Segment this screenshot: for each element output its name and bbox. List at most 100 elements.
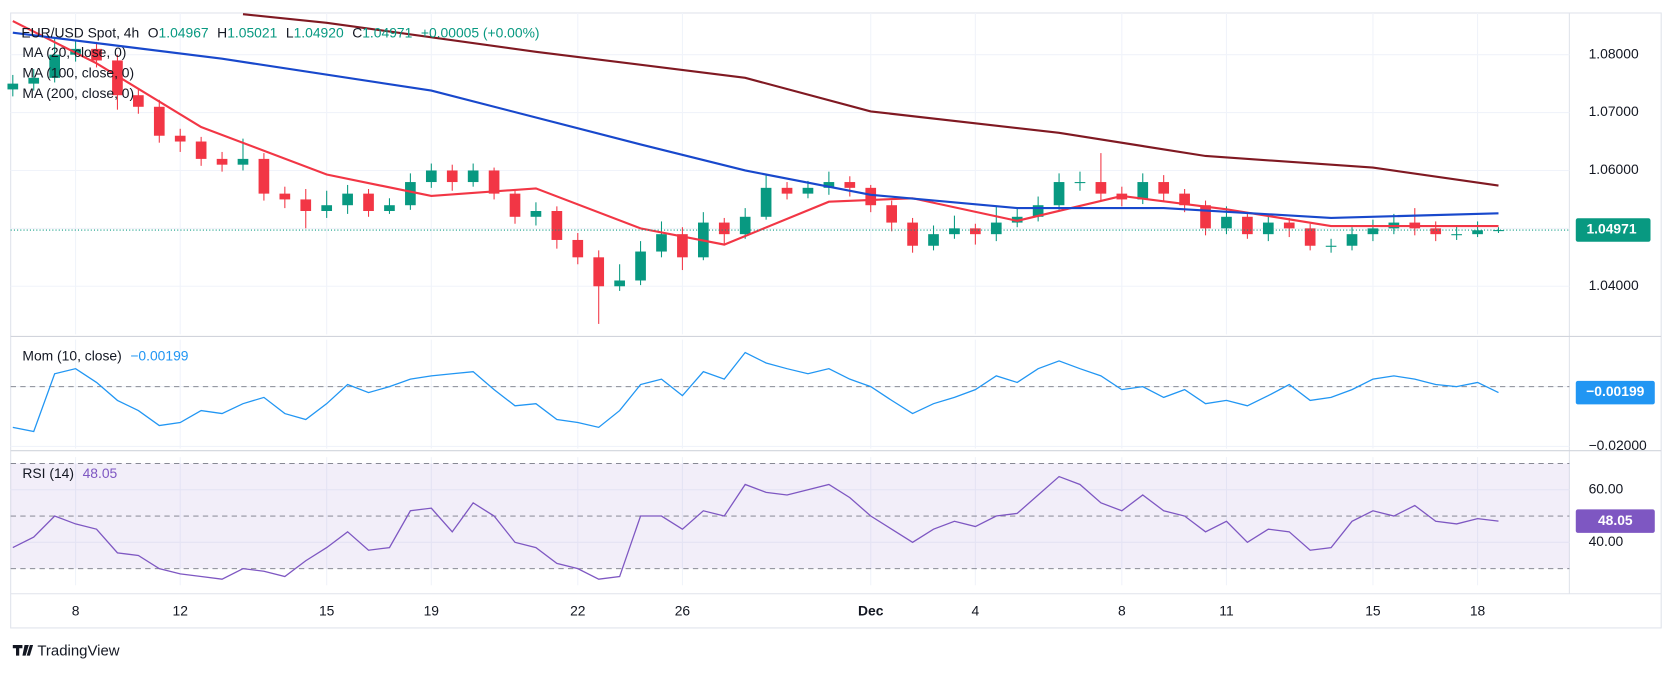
candle-body: [28, 77, 40, 84]
x-tick-label: 15: [1365, 603, 1381, 619]
candle-body: [635, 251, 646, 281]
candle-body: [802, 187, 814, 194]
candle-body: [677, 234, 688, 258]
indicator-title: RSI (14): [22, 465, 74, 481]
candle-body: [342, 193, 353, 206]
candle-body: [91, 48, 102, 61]
value-tag: [1575, 509, 1655, 533]
header-change: +0.00005 (+0.00%): [421, 24, 540, 40]
candle-body: [258, 158, 270, 194]
candle-body: [781, 187, 793, 194]
candle-body: [1179, 193, 1190, 206]
y-tick-label: 40.00: [1589, 533, 1624, 549]
ohlc-header: EUR/USD Spot, 4h O1.04967 H1.05021 L1.04920…: [21, 24, 539, 40]
header-high-prefix: H: [217, 24, 227, 40]
candle-body: [384, 205, 395, 212]
candle-body: [1074, 182, 1086, 184]
candle-body: [1221, 216, 1232, 229]
indicator-legend: RSI (14) 48.05: [22, 465, 117, 481]
candle-body: [405, 182, 416, 206]
candle-body: [865, 187, 877, 206]
candle-body: [1095, 182, 1107, 194]
candle-body: [1325, 245, 1337, 247]
candle-body: [1304, 228, 1316, 246]
candle-body: [990, 222, 1002, 235]
legend-entry: MA (100, close, 0): [22, 64, 134, 80]
candle-body: [363, 193, 374, 212]
candle-body: [656, 234, 667, 252]
candle-body: [237, 158, 249, 165]
x-tick-label: 4: [972, 603, 980, 619]
candle-body: [1137, 182, 1149, 200]
x-tick-label: Dec: [858, 603, 884, 619]
candle-body: [1158, 182, 1170, 194]
candle-body: [1493, 230, 1504, 232]
frame: [10, 12, 1662, 629]
legend-entry: MA (200, close, 0): [22, 85, 134, 101]
header-high: 1.05021: [227, 24, 277, 40]
candle-body: [300, 199, 312, 212]
y-tick-label: −0.02000: [1589, 437, 1647, 453]
y-tick-label: 1.04000: [1589, 277, 1639, 293]
candle-body: [1011, 216, 1023, 223]
candle-body: [907, 222, 918, 246]
x-tick-label: 22: [570, 603, 586, 619]
candle-body: [551, 211, 563, 240]
header-title: EUR/USD Spot, 4h: [21, 24, 139, 40]
candle-body: [572, 239, 584, 258]
price-tag: [1575, 218, 1651, 242]
candle-body: [886, 205, 897, 223]
legend-entry: MA (20, close, 0): [22, 44, 126, 60]
candle-body: [195, 141, 207, 159]
candle-body: [1472, 230, 1483, 235]
x-tick-label: 8: [1118, 603, 1126, 619]
candle-body: [739, 216, 751, 235]
x-tick-label: 26: [675, 603, 691, 619]
candle-body: [446, 170, 458, 183]
x-tick-label: 18: [1470, 603, 1486, 619]
candle-body: [844, 182, 856, 188]
indicator-line: [12, 475, 1499, 580]
candle-body: [174, 135, 186, 142]
candle-body: [216, 158, 228, 165]
value-tag-label: 48.05: [1598, 512, 1633, 528]
header-open: 1.04967: [159, 24, 209, 40]
candle-body: [1451, 234, 1462, 236]
candle-body: [49, 54, 60, 78]
candle-body: [1200, 205, 1211, 229]
candle-body: [1346, 234, 1358, 246]
candle-body: [1262, 222, 1274, 235]
candle-body: [970, 228, 981, 235]
candle-body: [1283, 222, 1295, 229]
candle-body: [949, 228, 960, 235]
indicator-value: 48.05: [83, 465, 118, 481]
x-tick-label: 12: [173, 603, 189, 619]
indicator-value: −0.00199: [130, 347, 188, 363]
header-low: 1.04920: [294, 24, 344, 40]
candle-body: [593, 257, 605, 287]
candle-body: [153, 106, 165, 136]
indicator-title: Mom (10, close): [22, 347, 121, 363]
candle-body: [760, 187, 772, 217]
candle-body: [1367, 228, 1379, 235]
x-tick-label: 8: [72, 603, 80, 619]
header-open-prefix: O: [148, 24, 159, 40]
candle-body: [7, 83, 19, 90]
candle-body: [718, 222, 730, 235]
candle-body: [509, 193, 521, 217]
candle-body: [112, 60, 123, 96]
indicator-line: [12, 351, 1499, 433]
header-low-prefix: L: [286, 24, 294, 40]
candle-body: [1032, 205, 1044, 217]
candle-body: [321, 205, 333, 212]
x-tick-label: 11: [1219, 603, 1234, 619]
header-close-prefix: C: [352, 24, 362, 40]
candle-body: [488, 170, 500, 194]
x-tick-label: 15: [319, 603, 335, 619]
candle-body: [1053, 182, 1065, 206]
value-tag-label: −0.00199: [1586, 383, 1644, 399]
moving-average-line: [12, 31, 1499, 220]
y-tick-label: 1.06000: [1589, 161, 1639, 177]
candle-body: [1242, 216, 1253, 235]
moving-average-line: [12, 20, 1499, 246]
